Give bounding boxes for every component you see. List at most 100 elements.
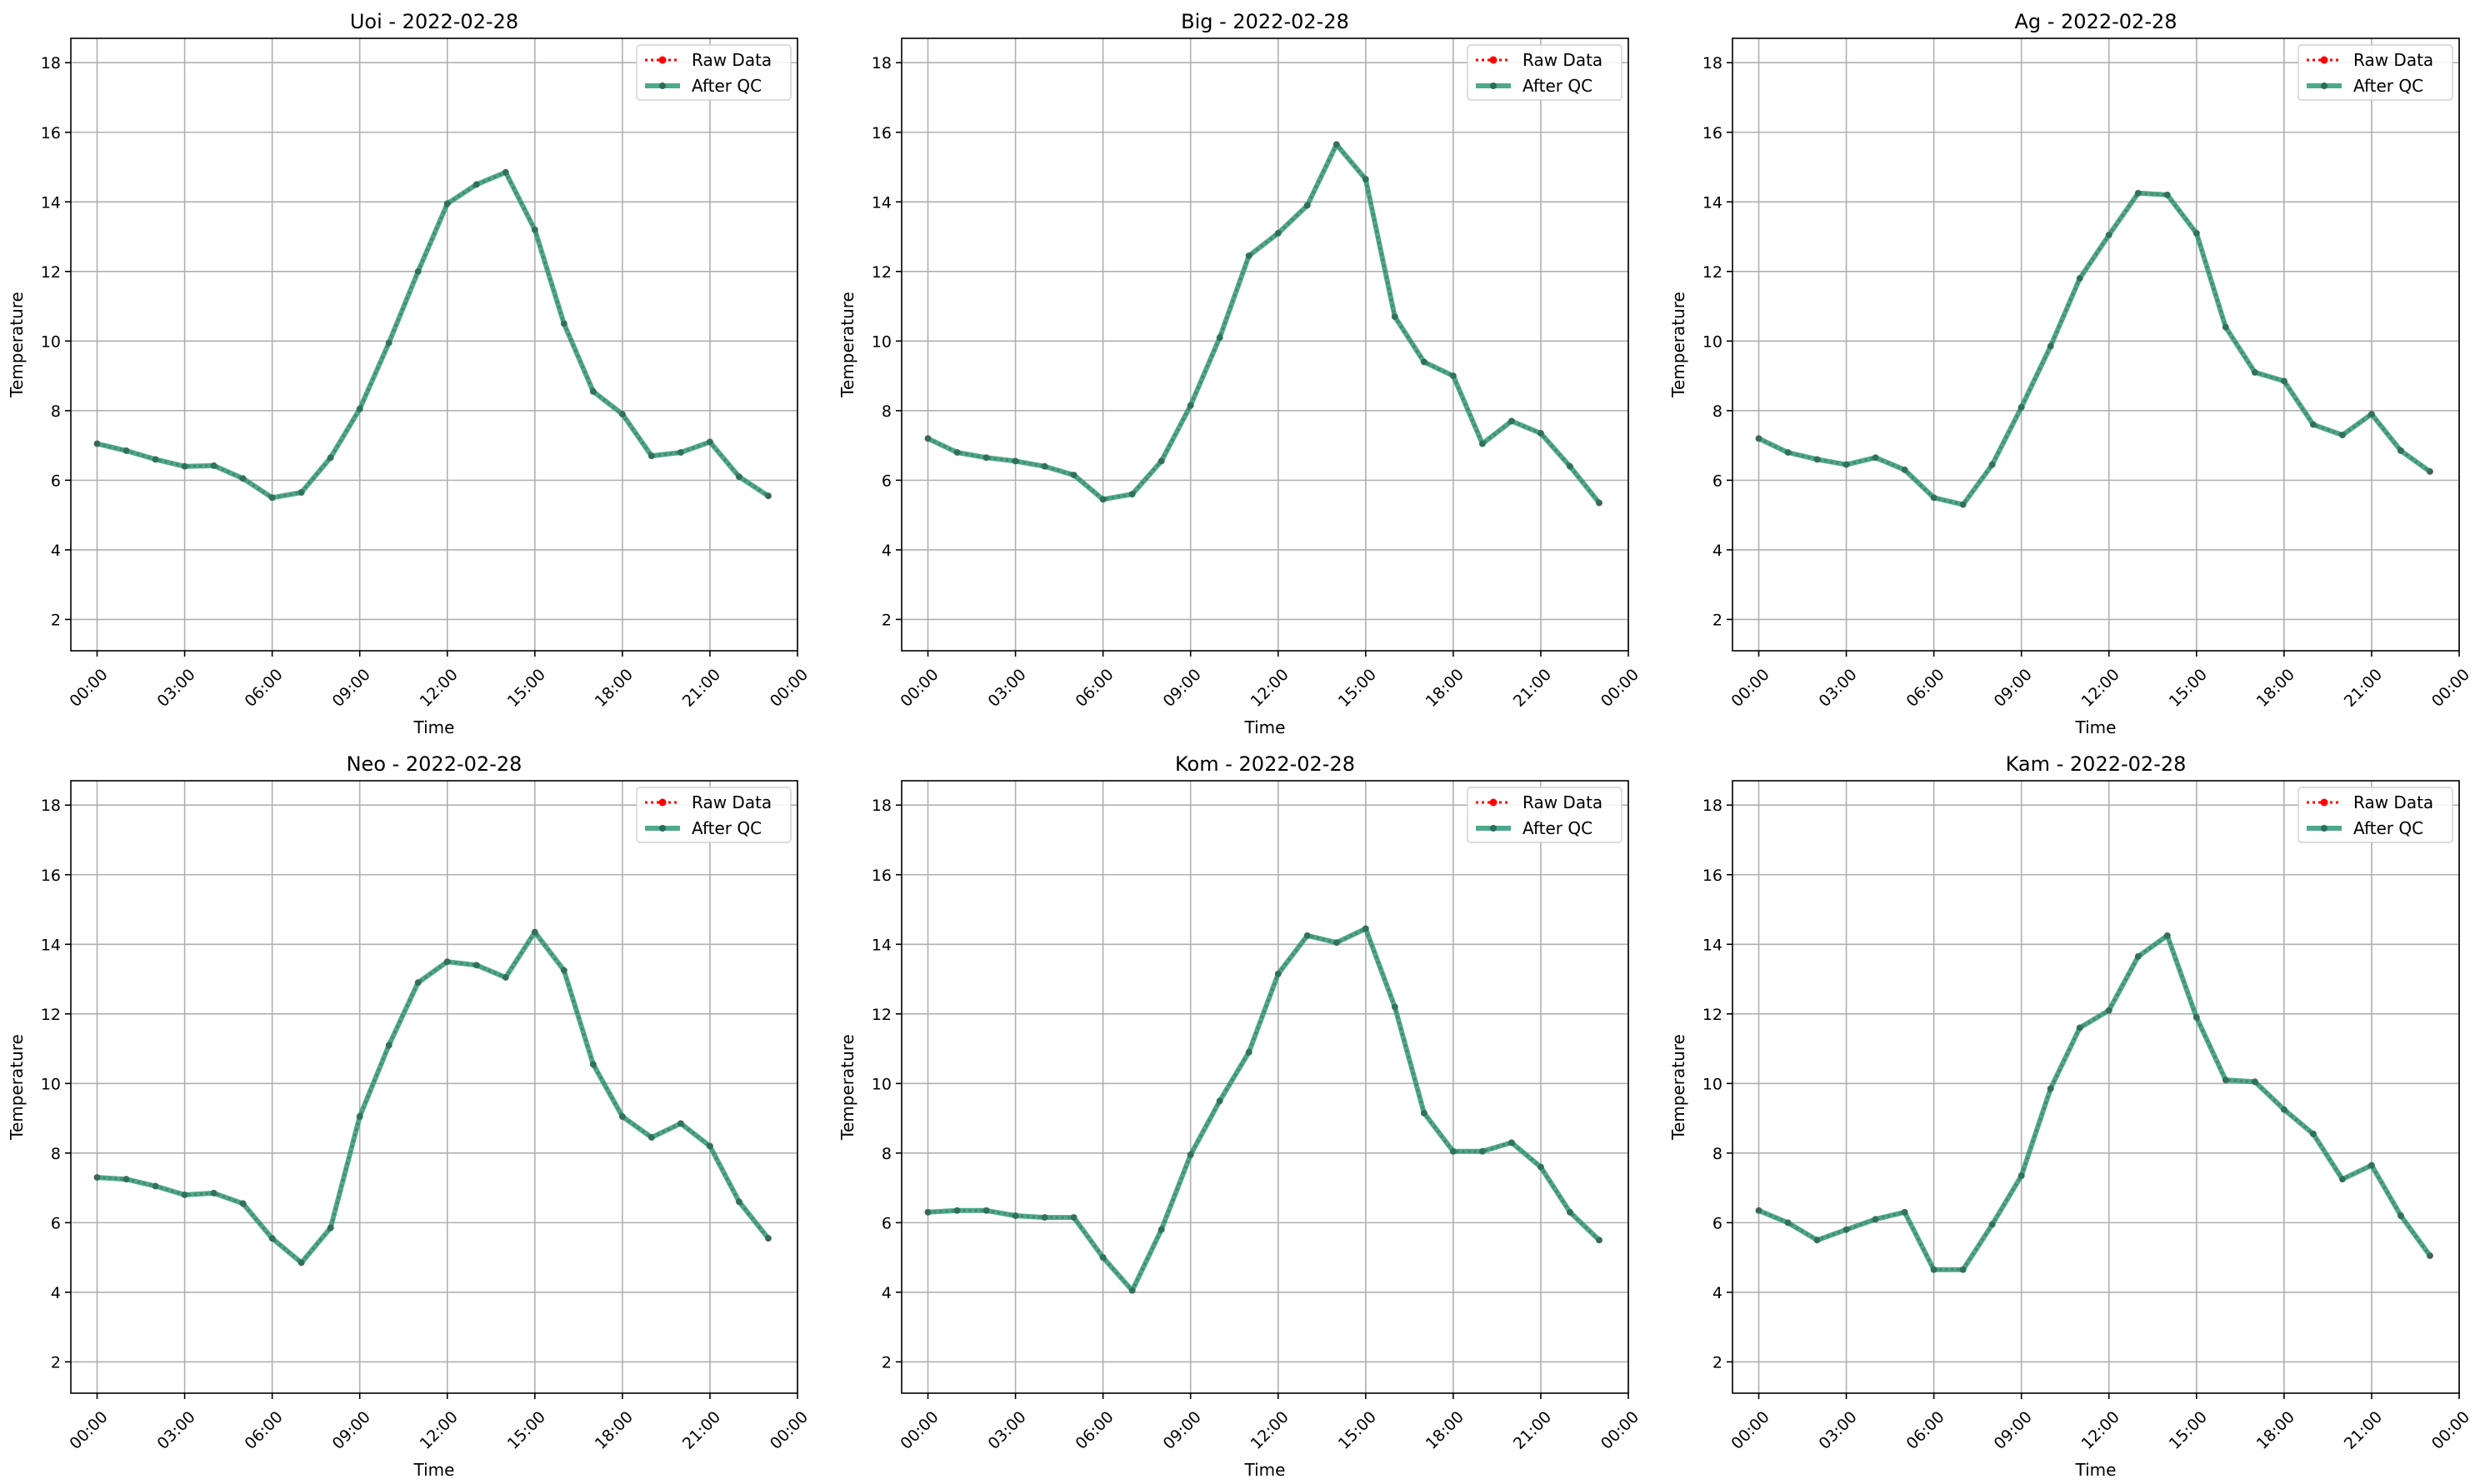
y-tick-label: 18 [872,54,892,72]
data-point [677,448,684,456]
series-markers [93,928,772,1267]
data-point [531,928,538,936]
y-tick-label: 18 [41,797,61,815]
data-point [327,1224,334,1232]
data-point [152,456,159,463]
subplot-6: 00:00 03:00 06:00 09:00 12:00 15:00 18:00 21:00… [1668,752,2473,1480]
data-point [1041,462,1048,470]
data-point [1158,1226,1165,1233]
data-point [1988,1221,1996,1228]
data-point [1332,939,1340,947]
y-tick-label: 2 [51,611,61,629]
data-point [268,1235,276,1242]
legend: Raw Data After QC [636,44,792,101]
legend-label: After QC [2353,818,2423,838]
data-point [1128,491,1136,498]
x-tick-label: 00:00 [1728,666,1772,711]
data-point [239,475,247,482]
data-point [1012,1212,1019,1220]
y-tick-label: 10 [872,332,892,351]
x-tick-label: 21:00 [2341,1408,2386,1453]
legend: Raw Data After QC [1467,44,1622,101]
chart-title: Neo - 2022-02-28 [347,752,522,776]
y-tick-label: 16 [1702,124,1722,142]
data-point [356,405,363,412]
data-point [210,1189,218,1197]
grid [1732,781,2460,1393]
data-point [1274,229,1282,237]
data-point [298,488,305,496]
data-point [2018,1172,2025,1179]
y-tick-label: 12 [1702,263,1722,282]
data-point [414,267,422,275]
legend: Raw Data After QC [636,787,792,843]
legend-marker-after-qc [659,82,666,89]
x-axis-label: Time [413,1460,455,1480]
data-point [1449,372,1457,380]
data-point [1128,1287,1136,1294]
data-point [1566,1208,1573,1216]
y-tick-label: 4 [51,1284,61,1302]
y-tick-label: 4 [882,542,892,560]
data-point [2134,189,2142,197]
y-tick-label: 6 [1712,472,1722,490]
y-tick-label: 8 [1712,402,1722,421]
data-point [2163,932,2171,939]
x-tick-label: 00:00 [1728,1408,1772,1453]
x-tick-label: 00:00 [897,1408,942,1453]
x-tick-label: 15:00 [504,666,549,711]
data-point [1187,402,1194,409]
data-point [268,494,276,502]
data-point [953,1207,961,1214]
y-axis-label: Temperature [838,292,858,398]
data-point [1872,454,1879,462]
data-point [443,200,451,207]
x-tick-label: 18:00 [1422,1408,1468,1453]
data-point [1070,1214,1078,1222]
data-point [2192,229,2200,237]
data-point [356,1112,363,1120]
data-point [924,1208,932,1216]
data-point [1099,496,1107,503]
series-markers [1755,189,2433,508]
data-point [1784,1219,1792,1227]
y-tick-label: 16 [872,124,892,142]
series-line-after-qc [96,169,770,501]
x-tick-label: 18:00 [2253,1408,2298,1453]
y-axis-label: Temperature [1668,292,1688,398]
x-tick-label: 18:00 [1422,666,1468,711]
grid [902,38,1629,651]
legend-marker-after-qc [1490,825,1497,832]
data-point [472,962,480,969]
data-point [2397,1212,2404,1220]
data-point [1537,1163,1544,1171]
data-point [2426,1252,2433,1260]
legend-label: After QC [692,818,762,838]
data-point [560,320,568,327]
y-axis-label: Temperature [1668,1034,1688,1141]
series-line-after-qc [927,142,1602,505]
series-markers [924,925,1602,1294]
legend-label: Raw Data [692,50,772,70]
data-point [2134,952,2142,960]
data-point [1930,494,1938,502]
data-point [953,448,961,456]
data-point [1755,435,1762,442]
series-markers [924,141,1602,507]
y-tick-label: 8 [51,402,61,421]
x-tick-label: 00:00 [897,666,942,711]
grid [71,38,798,651]
data-point [1478,440,1486,447]
data-point [1070,472,1078,479]
subplot-2: 00:00 03:00 06:00 09:00 12:00 15:00 18:00 21:00… [838,10,1642,737]
data-point [1842,1226,1850,1233]
data-point [472,181,480,188]
x-tick-label: 21:00 [1510,666,1555,711]
data-point [1303,202,1311,209]
series-markers [93,168,772,502]
data-point [735,473,742,481]
data-point [1566,462,1573,470]
data-point [1872,1216,1879,1223]
series-markers [94,169,772,501]
x-tick-label: 12:00 [2078,1408,2123,1453]
